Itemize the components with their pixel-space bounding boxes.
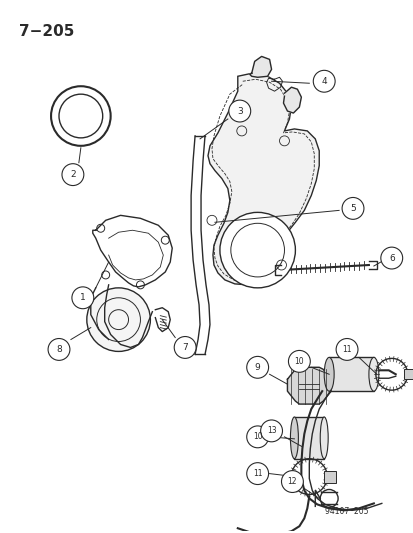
Circle shape: [335, 338, 357, 360]
Ellipse shape: [290, 417, 298, 459]
Circle shape: [260, 420, 282, 442]
Text: 7−205: 7−205: [19, 23, 74, 38]
Text: 94107  205: 94107 205: [325, 507, 368, 516]
Polygon shape: [249, 56, 271, 77]
Circle shape: [72, 287, 93, 309]
Circle shape: [48, 338, 70, 360]
Circle shape: [228, 100, 250, 122]
Circle shape: [246, 463, 268, 484]
Circle shape: [281, 471, 303, 492]
Ellipse shape: [320, 417, 328, 459]
Text: 3: 3: [236, 107, 242, 116]
Circle shape: [62, 164, 83, 185]
FancyBboxPatch shape: [294, 417, 323, 459]
Circle shape: [380, 247, 402, 269]
Text: 11: 11: [342, 345, 351, 354]
Circle shape: [246, 426, 268, 448]
Text: 1: 1: [80, 293, 85, 302]
FancyBboxPatch shape: [403, 369, 413, 379]
Polygon shape: [283, 87, 301, 113]
Text: 13: 13: [266, 426, 276, 435]
Text: 5: 5: [349, 204, 355, 213]
Circle shape: [219, 212, 295, 288]
Text: 11: 11: [252, 469, 262, 478]
Text: 10: 10: [294, 357, 304, 366]
Text: 8: 8: [56, 345, 62, 354]
Text: 6: 6: [388, 254, 394, 263]
Ellipse shape: [323, 358, 333, 391]
Text: 12: 12: [287, 477, 297, 486]
Polygon shape: [207, 74, 318, 285]
FancyBboxPatch shape: [323, 471, 335, 482]
Circle shape: [246, 357, 268, 378]
Circle shape: [288, 350, 310, 372]
Text: 4: 4: [320, 77, 326, 86]
Polygon shape: [287, 367, 330, 404]
Text: 9: 9: [254, 363, 260, 372]
Circle shape: [313, 70, 335, 92]
Circle shape: [87, 288, 150, 351]
FancyBboxPatch shape: [328, 358, 373, 391]
Circle shape: [174, 336, 196, 358]
Text: 2: 2: [70, 170, 76, 179]
Text: 7: 7: [182, 343, 188, 352]
Circle shape: [341, 197, 363, 219]
Text: 10: 10: [252, 432, 262, 441]
Ellipse shape: [368, 358, 378, 391]
